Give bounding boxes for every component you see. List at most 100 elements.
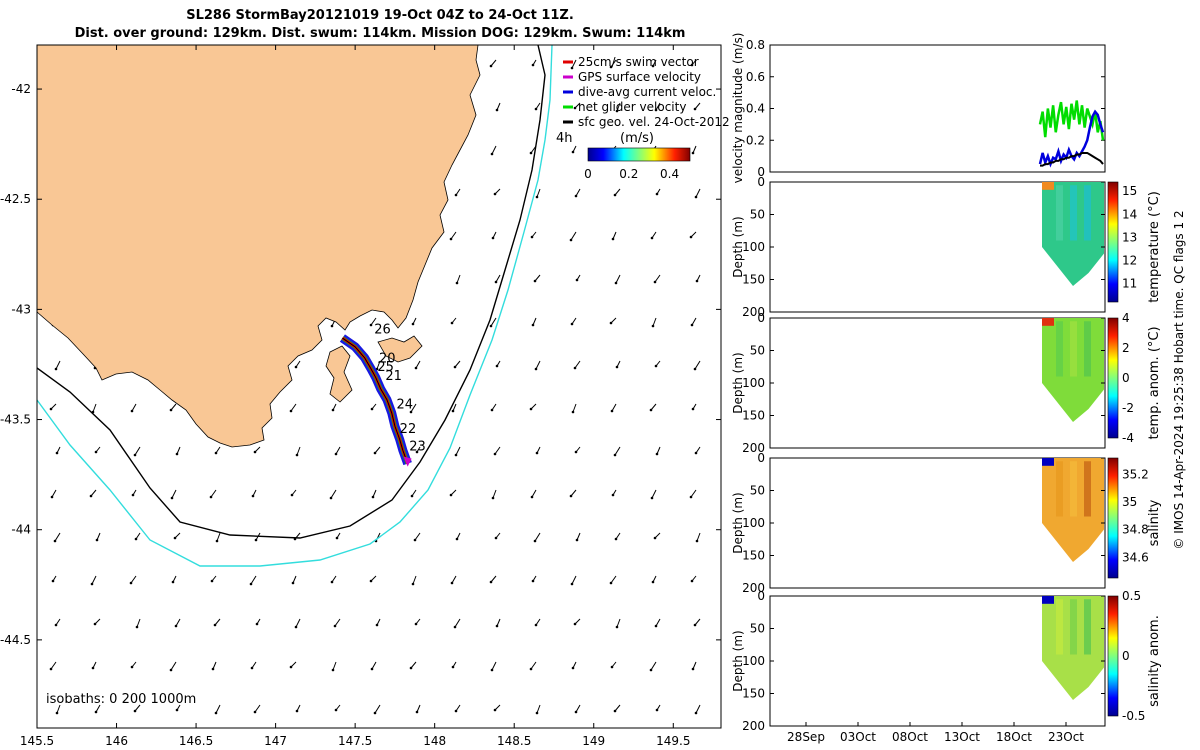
- vector-arrow: [571, 575, 577, 585]
- land-forestier: [325, 345, 353, 403]
- vector-arrow: [410, 403, 417, 413]
- vector-arrow: [610, 575, 617, 584]
- vector-arrow: [572, 403, 577, 413]
- vector-arrowhead: [294, 365, 298, 369]
- vector-arrowhead: [649, 408, 653, 412]
- map-xtick-label: 146.5: [179, 734, 213, 748]
- vector-arrowhead: [215, 539, 219, 543]
- vector-arrow: [650, 661, 657, 671]
- vector-arrowhead: [494, 536, 498, 540]
- vector-arrow: [654, 274, 661, 283]
- vector-arrowhead: [691, 407, 695, 411]
- section-data-band: [1056, 461, 1063, 517]
- vector-arrowhead: [455, 537, 459, 541]
- colorbar-tick: 35: [1122, 495, 1137, 509]
- map-axis-ticks: 145.5 146 146.5 147 147.5 148 148.5 149 149.5 -42…: [0, 45, 721, 748]
- section-surface-band: [1042, 458, 1054, 466]
- map-xtick-label: 147.5: [338, 734, 372, 748]
- vector-arrowhead: [130, 409, 134, 413]
- velocity-ytick: 0.6: [746, 70, 765, 84]
- vector-arrowhead: [450, 581, 454, 585]
- section-salinity: 0 50 100 150 200 Depth (m) 35.2 35 34.8 34.6 salin…: [731, 451, 1162, 595]
- vector-arrowhead: [653, 536, 657, 540]
- day-label: 20: [379, 351, 396, 366]
- vector-arrowhead: [691, 667, 695, 671]
- date-xtick: 18Oct: [996, 730, 1032, 744]
- depth-ytick: 100: [742, 516, 765, 530]
- vector-arrow: [376, 360, 381, 370]
- depth-ytick: 50: [750, 344, 765, 358]
- depth-ytick: 0: [757, 451, 765, 465]
- vector-arrowhead: [534, 623, 538, 627]
- vector-arrowhead: [91, 666, 95, 670]
- vector-arrowhead: [253, 710, 257, 714]
- vector-arrowhead: [489, 580, 493, 584]
- vector-arrow: [450, 231, 457, 240]
- vector-arrow: [92, 403, 97, 413]
- vector-arrowhead: [55, 451, 59, 455]
- vector-arrow: [694, 360, 701, 370]
- colorbar-tick: 34.6: [1122, 550, 1149, 564]
- vector-arrowhead: [694, 451, 698, 455]
- map-colorbar: [587, 147, 691, 162]
- vector-arrowhead: [571, 410, 575, 414]
- vector-arrow: [290, 403, 297, 412]
- vector-arrowhead: [169, 668, 173, 672]
- vector-arrowhead: [529, 151, 533, 155]
- vector-arrow: [456, 274, 461, 284]
- map-xtick-label: 148: [423, 734, 446, 748]
- depth-ytick: 50: [750, 484, 765, 498]
- vector-arrowhead: [49, 407, 53, 411]
- section-data-band: [1070, 599, 1077, 655]
- depth-ylabel: Depth (m): [731, 216, 745, 277]
- vector-arrowhead: [291, 581, 295, 585]
- vector-arrowhead: [654, 108, 658, 112]
- vector-arrowhead: [570, 582, 574, 586]
- vector-arrowhead: [655, 192, 659, 196]
- vector-arrowhead: [655, 452, 659, 456]
- title-line-1: SL286 StormBay20121019 19-Oct 04Z to 24-…: [186, 8, 574, 23]
- vector-arrowhead: [609, 581, 613, 585]
- vector-arrowhead: [330, 580, 334, 584]
- isobath-1000: [37, 45, 553, 567]
- section-data-band: [1084, 185, 1091, 241]
- vector-arrowhead: [334, 708, 338, 712]
- vector-arrowhead: [455, 281, 459, 285]
- vector-arrow: [374, 446, 381, 454]
- vector-arrow: [534, 274, 541, 282]
- vector-arrow: [531, 489, 537, 498]
- vector-arrow: [371, 661, 377, 670]
- glider-track: [339, 334, 412, 467]
- vector-arrow: [570, 489, 577, 497]
- vector-arrowhead: [89, 494, 93, 498]
- vector-arrowhead: [613, 453, 617, 457]
- vector-arrowhead: [655, 708, 659, 712]
- colorbar-tick: 0: [1122, 649, 1130, 663]
- vector-arrowhead: [294, 625, 298, 629]
- vector-arrowhead: [493, 452, 497, 456]
- vector-arrowhead: [95, 538, 99, 542]
- vector-arrowhead: [411, 322, 415, 326]
- vector-arrowhead: [494, 280, 498, 284]
- vector-arrowhead: [54, 367, 58, 371]
- vector-arrowhead: [331, 408, 335, 412]
- map-xtick-label: 147: [264, 734, 287, 748]
- vector-arrowhead: [610, 409, 614, 413]
- vector-arrowhead: [609, 321, 613, 325]
- vector-arrowhead: [369, 323, 373, 327]
- vector-arrowhead: [453, 365, 457, 369]
- vector-arrowhead: [690, 323, 694, 327]
- day-label: 22: [400, 422, 417, 437]
- isobath-200: [37, 45, 546, 539]
- vector-arrow: [492, 489, 497, 499]
- legend-entry: 25cm/s swim vector: [578, 55, 699, 69]
- vector-arrowhead: [693, 623, 697, 627]
- depth-ytick: 50: [750, 208, 765, 222]
- vector-arrow: [55, 360, 61, 370]
- vector-arrow: [695, 188, 701, 198]
- vector-arrow: [534, 532, 541, 542]
- vector-arrowhead: [173, 536, 177, 540]
- vector-arrowhead: [573, 366, 577, 370]
